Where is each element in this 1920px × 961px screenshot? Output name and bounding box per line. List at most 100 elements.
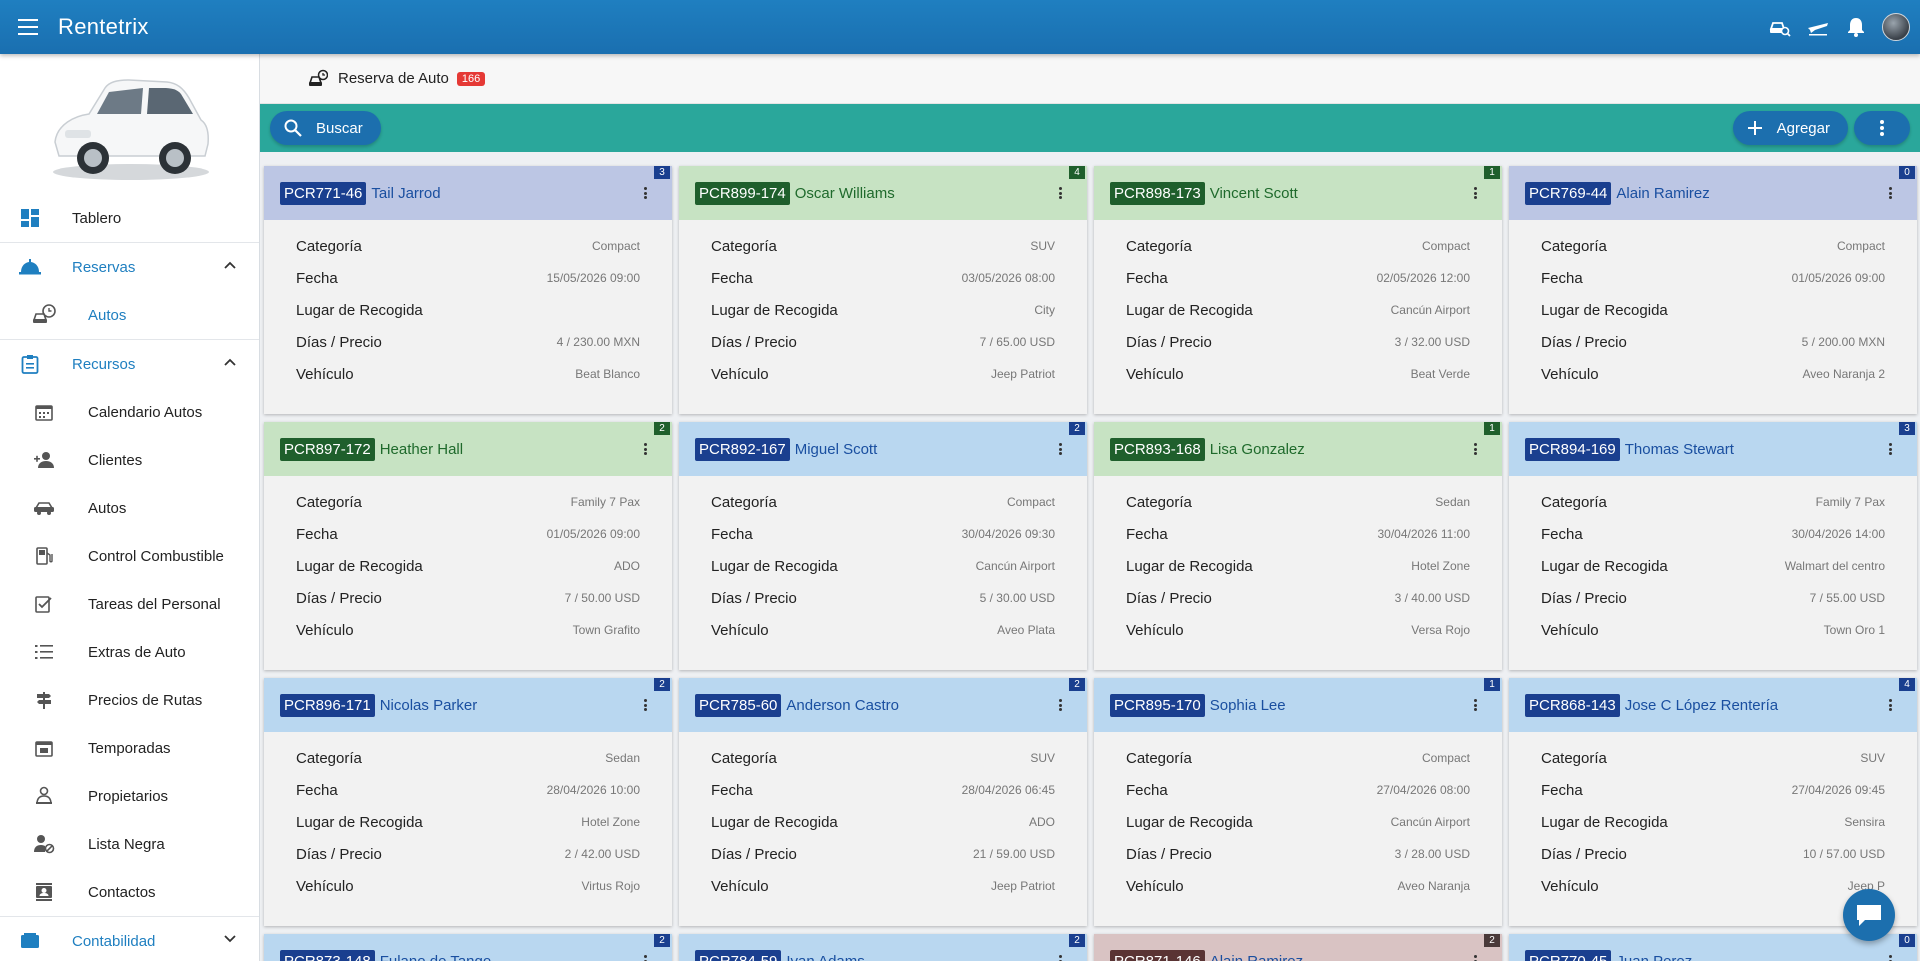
field-label: Días / Precio (711, 333, 797, 351)
field-label: Lugar de Recogida (296, 301, 423, 319)
reservation-card[interactable]: PCR784-59 Ivan Adams 2 (679, 934, 1087, 961)
sidebar-item-autos[interactable]: Autos (0, 484, 259, 532)
reservation-code[interactable]: PCR895-170 (1110, 693, 1205, 717)
sidebar-item-tareas-del-personal[interactable]: Tareas del Personal (0, 580, 259, 628)
reservation-card[interactable]: PCR894-169 Thomas Stewart 3 Categoría Fa… (1509, 422, 1917, 670)
reservation-card[interactable]: PCR896-171 Nicolas Parker 2 Categoría Se… (264, 678, 672, 926)
reservation-card[interactable]: PCR770-45 Juan Perez 0 (1509, 934, 1917, 961)
reservation-code[interactable]: PCR785-60 (695, 693, 782, 717)
airplane-icon[interactable] (1806, 15, 1830, 39)
reservation-code[interactable]: PCR899-174 (695, 181, 790, 205)
more-vertical-icon[interactable] (1059, 443, 1063, 455)
more-vertical-icon[interactable] (1474, 187, 1478, 199)
customer-name: Heather Hall (379, 440, 464, 458)
customer-name: Miguel Scott (794, 440, 878, 458)
reservation-card[interactable]: PCR898-173 Vincent Scott 1 Categoría Com… (1094, 166, 1502, 414)
sidebar-group-contabilidad[interactable]: Contabilidad (0, 917, 259, 961)
reservation-card[interactable]: PCR769-44 Alain Ramirez 0 Categoría Comp… (1509, 166, 1917, 414)
sidebar-group-reservas[interactable]: Reservas (0, 243, 259, 291)
sidebar-item-control-combustible[interactable]: Control Combustible (0, 532, 259, 580)
search-button[interactable]: Buscar (270, 111, 381, 145)
more-vertical-icon[interactable] (1474, 699, 1478, 711)
reservation-code[interactable]: PCR771-46 (280, 181, 367, 205)
more-vertical-icon[interactable] (1059, 699, 1063, 711)
reservation-card[interactable]: PCR785-60 Anderson Castro 2 Categoría SU… (679, 678, 1087, 926)
reservation-code[interactable]: PCR893-168 (1110, 437, 1205, 461)
card-details: Categoría Compact Fecha 15/05/2026 09:00… (264, 220, 672, 390)
top-bar-actions (1768, 13, 1920, 41)
more-vertical-icon[interactable] (1889, 699, 1893, 711)
date-row: Fecha 28/04/2026 06:45 (711, 774, 1055, 806)
sidebar-item-label: Clientes (88, 451, 143, 469)
reservation-code[interactable]: PCR898-173 (1110, 181, 1205, 205)
reservation-card[interactable]: PCR873-148 Fulano de Tango 2 (264, 934, 672, 961)
reservation-code[interactable]: PCR894-169 (1525, 437, 1620, 461)
pickup-row: Lugar de Recogida (296, 294, 640, 326)
reservation-code[interactable]: PCR770-45 (1525, 949, 1612, 961)
sidebar-divider (0, 242, 259, 243)
more-vertical-icon[interactable] (1059, 187, 1063, 199)
chat-button[interactable] (1843, 889, 1895, 941)
date-row: Fecha 30/04/2026 14:00 (1541, 518, 1885, 550)
reservation-code[interactable]: PCR868-143 (1525, 693, 1620, 717)
more-vertical-icon[interactable] (1474, 955, 1478, 961)
sidebar-item-extras-de-auto[interactable]: Extras de Auto (0, 628, 259, 676)
sidebar-item-lista-negra[interactable]: Lista Negra (0, 820, 259, 868)
category-row: Categoría Compact (1126, 230, 1470, 262)
sidebar-item-temporadas[interactable]: Temporadas (0, 724, 259, 772)
user-avatar[interactable] (1882, 13, 1910, 41)
sidebar-item-autos-reservas[interactable]: Autos (0, 291, 259, 339)
more-vertical-icon[interactable] (644, 187, 648, 199)
sidebar-item-tablero[interactable]: Tablero (0, 194, 259, 242)
reservation-code[interactable]: PCR871-146 (1110, 949, 1205, 961)
reservation-card[interactable]: PCR892-167 Miguel Scott 2 Categoría Comp… (679, 422, 1087, 670)
field-label: Lugar de Recogida (711, 301, 838, 319)
sidebar-item-label: Contactos (88, 883, 156, 901)
card-details: Categoría SUV Fecha 28/04/2026 06:45 Lug… (679, 732, 1087, 902)
add-button[interactable]: Agregar (1732, 111, 1848, 145)
more-vertical-icon[interactable] (1889, 187, 1893, 199)
more-vertical-icon[interactable] (1059, 955, 1063, 961)
reservation-card[interactable]: PCR868-143 Jose C López Rentería 4 Categ… (1509, 678, 1917, 926)
sidebar-group-recursos[interactable]: Recursos (0, 340, 259, 388)
more-vertical-icon[interactable] (644, 699, 648, 711)
vehicle-row: Vehículo Beat Blanco (296, 358, 640, 390)
field-value: Compact (591, 239, 640, 253)
reservation-card[interactable]: PCR895-170 Sophia Lee 1 Categoría Compac… (1094, 678, 1502, 926)
date-row: Fecha 30/04/2026 09:30 (711, 518, 1055, 550)
reservation-code[interactable]: PCR769-44 (1525, 181, 1612, 205)
field-value: 5 / 200.00 MXN (1801, 335, 1885, 349)
reservation-code[interactable]: PCR873-148 (280, 949, 375, 961)
field-label: Categoría (1541, 749, 1607, 767)
sidebar-item-contactos[interactable]: Contactos (0, 868, 259, 916)
list-icon (32, 640, 56, 664)
sidebar-item-calendario-autos[interactable]: Calendario Autos (0, 388, 259, 436)
reservation-code[interactable]: PCR892-167 (695, 437, 790, 461)
reservation-card[interactable]: PCR899-174 Oscar Williams 4 Categoría SU… (679, 166, 1087, 414)
more-vertical-icon[interactable] (1889, 955, 1893, 961)
reservation-count-badge: 166 (456, 71, 486, 86)
more-options-button[interactable] (1854, 111, 1910, 145)
more-vertical-icon[interactable] (644, 955, 648, 961)
category-row: Categoría Sedan (1126, 486, 1470, 518)
bell-icon[interactable] (1844, 15, 1868, 39)
reservation-card[interactable]: PCR897-172 Heather Hall 2 Categoría Fami… (264, 422, 672, 670)
card-header: PCR868-143 Jose C López Rentería 4 (1509, 678, 1917, 732)
reservation-code[interactable]: PCR897-172 (280, 437, 375, 461)
field-value: Aveo Plata (997, 623, 1055, 637)
reservation-code[interactable]: PCR784-59 (695, 949, 782, 961)
reservation-card[interactable]: PCR771-46 Tail Jarrod 3 Categoría Compac… (264, 166, 672, 414)
hamburger-menu-icon[interactable] (0, 0, 58, 54)
pickup-row: Lugar de Recogida Hotel Zone (296, 806, 640, 838)
more-vertical-icon[interactable] (1889, 443, 1893, 455)
sidebar-item-precios-de-rutas[interactable]: Precios de Rutas (0, 676, 259, 724)
reservation-card[interactable]: PCR871-146 Alain Ramirez 2 (1094, 934, 1502, 961)
reservation-card[interactable]: PCR893-168 Lisa Gonzalez 1 Categoría Sed… (1094, 422, 1502, 670)
more-vertical-icon[interactable] (644, 443, 648, 455)
more-vertical-icon[interactable] (1474, 443, 1478, 455)
sidebar-item-clientes[interactable]: Clientes (0, 436, 259, 484)
sidebar-item-propietarios[interactable]: Propietarios (0, 772, 259, 820)
field-value: 28/04/2026 10:00 (546, 783, 640, 797)
car-search-icon[interactable] (1768, 15, 1792, 39)
reservation-code[interactable]: PCR896-171 (280, 693, 375, 717)
